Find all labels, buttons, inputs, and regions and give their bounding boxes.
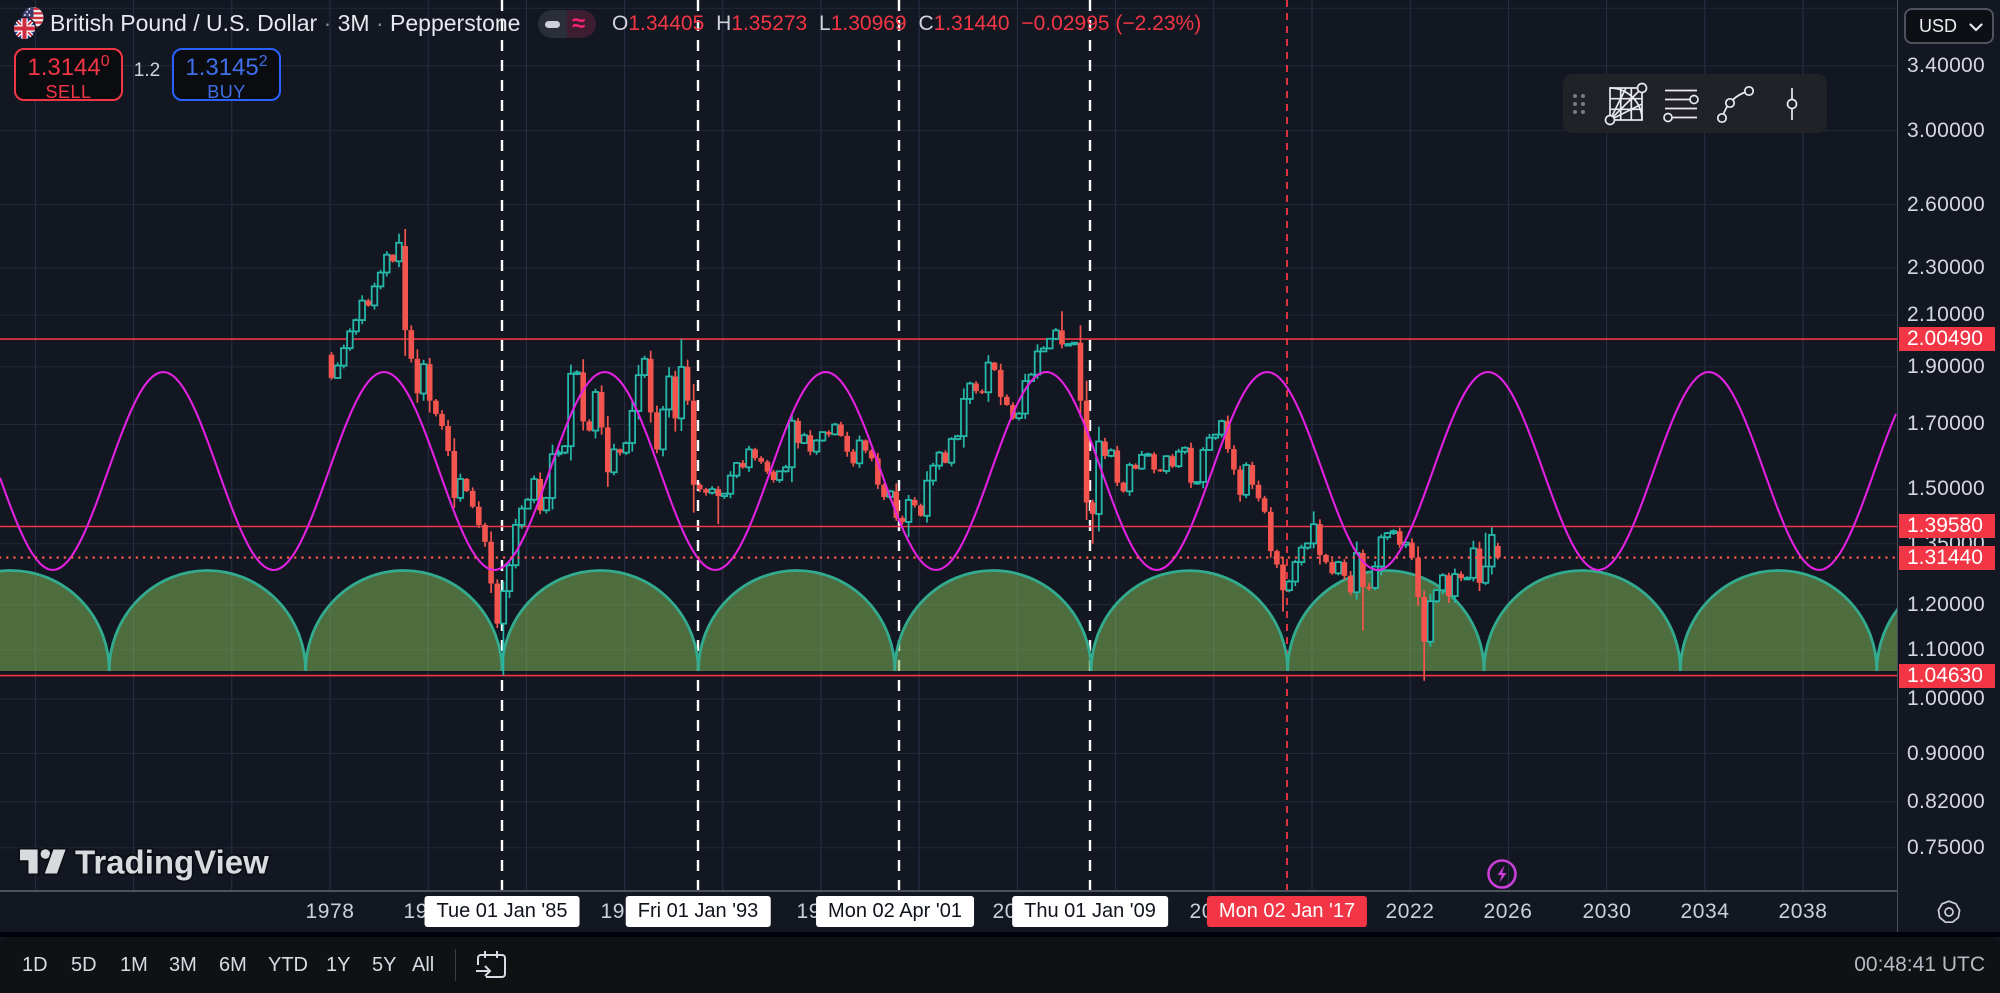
svg-text:TradingView: TradingView xyxy=(75,844,269,881)
